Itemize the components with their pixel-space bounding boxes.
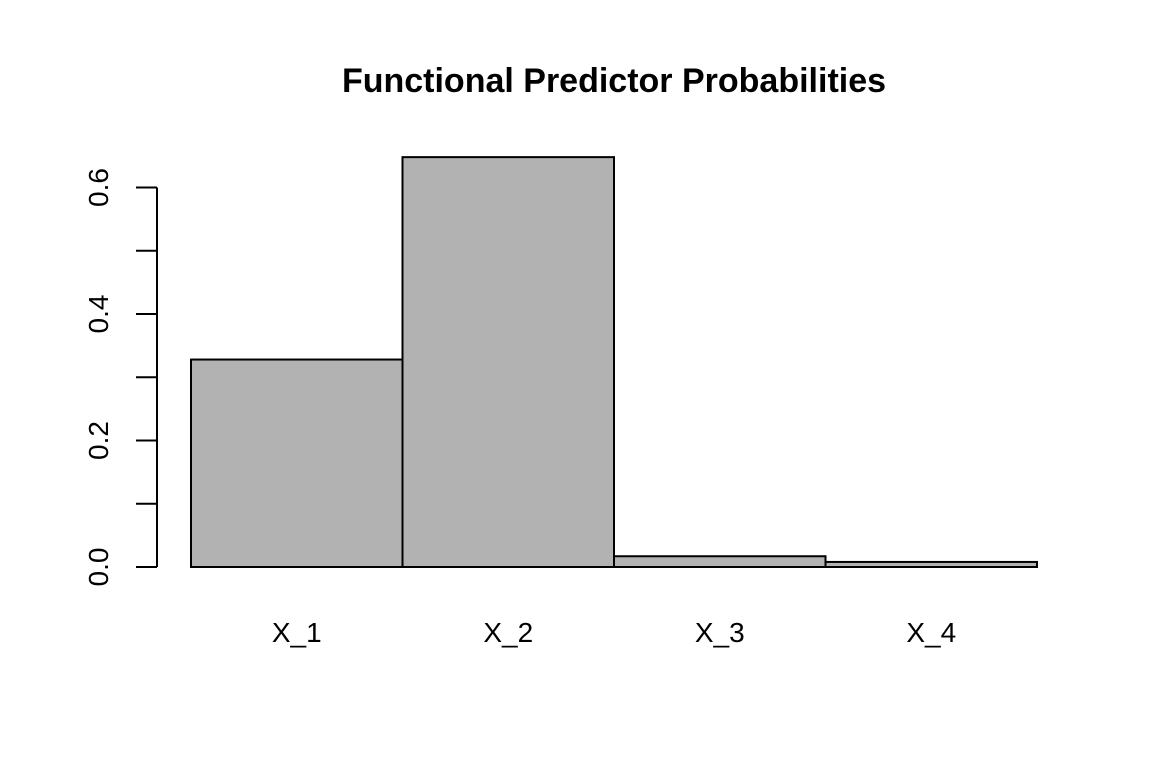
y-tick-label: 0.6 [83,168,114,207]
y-tick-label: 0.4 [83,295,114,334]
bar-x-1 [190,358,404,569]
bar-x-4 [824,560,1038,569]
x-tick-label: X_2 [483,617,533,648]
bar-x-3 [613,555,827,568]
x-tick-label: X_4 [906,617,956,648]
bar-x-2 [401,156,615,568]
x-tick-label: X_1 [272,617,322,648]
y-tick-label: 0.0 [83,548,114,587]
y-axis: 0.0 0.2 0.4 0.6 [83,168,158,587]
bars [190,156,1038,569]
chart-title: Functional Predictor Probabilities [342,62,886,100]
x-tick-label: X_3 [695,617,745,648]
x-axis-labels: X_1 X_2 X_3 X_4 [272,617,956,648]
y-tick-label: 0.2 [83,421,114,460]
